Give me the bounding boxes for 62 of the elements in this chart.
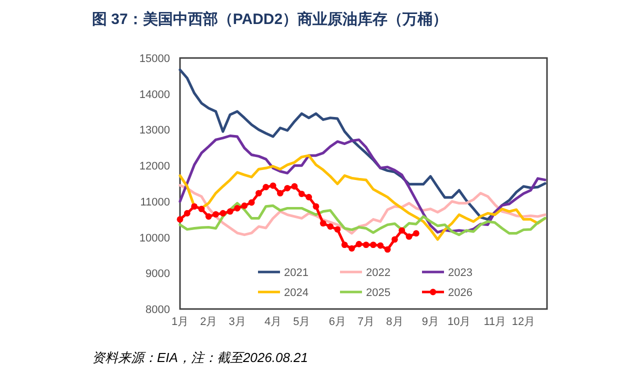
point: [241, 202, 248, 209]
y-tick-label: 10000: [139, 232, 170, 244]
point: [298, 190, 305, 198]
legend-label: 2021: [284, 267, 308, 279]
point: [306, 194, 312, 200]
point: [334, 226, 341, 233]
y-tick-label: 15000: [139, 53, 170, 65]
point: [191, 203, 198, 210]
point: [262, 184, 270, 190]
y-tick-label: 11000: [140, 196, 170, 208]
x-tick-label: 3月: [228, 316, 246, 328]
x-tick-label: 5月: [293, 316, 310, 328]
point: [392, 236, 398, 243]
point: [276, 190, 284, 196]
point: [412, 230, 420, 237]
y-tick-label: 9000: [146, 268, 170, 280]
legend-label: 2026: [448, 287, 472, 299]
x-tick-label: 1月: [171, 316, 189, 328]
chart-title: 图 37：美国中西部（PADD2）商业原油库存（万桶）: [92, 10, 448, 28]
point: [270, 182, 276, 189]
point: [348, 245, 355, 252]
legend-label: 2023: [448, 267, 472, 279]
point: [370, 242, 376, 248]
point: [205, 213, 212, 220]
point: [184, 210, 190, 216]
text: 资料来源：EIA，注：截至2026.08.21: [92, 350, 308, 365]
point: [234, 205, 240, 212]
point: [248, 199, 255, 206]
x-tick-label: 8月: [386, 316, 404, 328]
point: [256, 190, 262, 196]
x-tick-label: 4月: [264, 316, 282, 328]
legend-label: 2024: [284, 287, 308, 299]
point: [291, 183, 298, 190]
x-tick-label: 7月: [358, 316, 375, 328]
y-tick-label: 12000: [139, 160, 170, 173]
x-tick-label: 9月: [422, 316, 440, 328]
point: [320, 220, 326, 226]
point: [362, 242, 370, 248]
x-tick-label: 2月: [200, 316, 218, 328]
x-tick-label: 11月: [484, 316, 506, 328]
y-tick-label: 13000: [139, 124, 170, 137]
point: [176, 216, 184, 223]
y-tick-label: 14000: [139, 88, 170, 101]
point: [220, 210, 226, 216]
legend-label: 2022: [366, 267, 390, 279]
x-tick-label: 6月: [328, 316, 346, 328]
point: [226, 208, 234, 215]
point: [327, 223, 334, 230]
point: [406, 233, 412, 240]
point: [398, 227, 406, 234]
point: [356, 240, 362, 248]
point: [377, 242, 384, 249]
point: [198, 206, 205, 212]
x-tick-label: 10月: [447, 316, 471, 328]
legend-label: 2025: [366, 287, 390, 299]
y-tick-label: 8000: [146, 304, 170, 316]
point: [312, 203, 320, 210]
point: [284, 184, 291, 192]
point: [384, 246, 391, 253]
point: [341, 242, 348, 248]
x-tick-label: 12月: [512, 316, 536, 328]
point: [212, 211, 219, 218]
